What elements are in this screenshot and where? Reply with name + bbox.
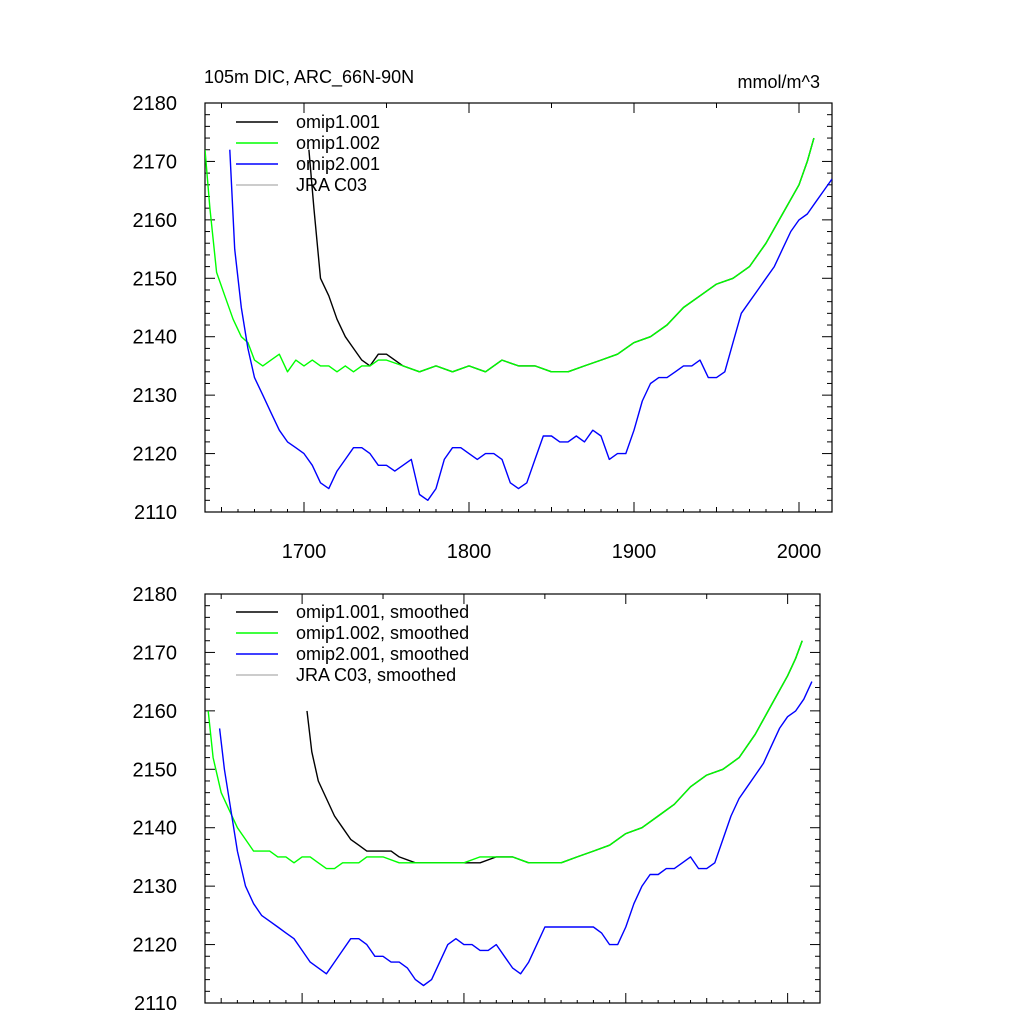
series-line-0 [308, 137, 815, 373]
x-tick-label: 1700 [282, 541, 327, 563]
y-tick-label: 2160 [133, 701, 178, 723]
units-label: mmol/m^3 [738, 72, 820, 92]
legend-label: omip1.002 [296, 133, 380, 153]
legend-label: omip2.001 [296, 154, 380, 174]
series-line-1 [205, 137, 815, 373]
y-tick-label: 2110 [134, 502, 177, 524]
y-tick-label: 2130 [133, 876, 178, 898]
legend-label: omip1.002, smoothed [296, 623, 469, 643]
legend-label: JRA C03, smoothed [296, 665, 456, 685]
y-tick-label: 2150 [133, 759, 178, 781]
y-tick-label: 2150 [133, 268, 178, 290]
x-tick-label: 1900 [612, 541, 657, 563]
series-group [207, 640, 813, 987]
y-tick-label: 2180 [133, 93, 178, 115]
y-tick-label: 2140 [133, 327, 178, 349]
legend-label: omip2.001, smoothed [296, 644, 469, 664]
y-tick-label: 2110 [134, 993, 177, 1015]
legend-label: omip1.001, smoothed [296, 602, 469, 622]
y-tick-label: 2120 [133, 935, 178, 957]
x-tick-label: 2000 [777, 541, 822, 563]
legend-label: JRA C03 [296, 175, 367, 195]
y-tick-label: 2140 [133, 818, 178, 840]
top-plot-area: 2110 2120 2130 2140 2150 2160 2170 2180 1700 1800… [133, 93, 833, 563]
y-tick-label: 2170 [133, 151, 178, 173]
series-group [205, 137, 832, 501]
y-tick-label: 2120 [133, 444, 178, 466]
series-line-2 [218, 681, 813, 987]
y-tick-label: 2130 [133, 385, 178, 407]
panel-title: 105m DIC, ARC_66N-90N [204, 67, 414, 88]
y-tick-label: 2180 [133, 584, 178, 606]
legend-label: omip1.001 [296, 112, 380, 132]
series-line-2 [229, 149, 832, 501]
bottom-plot-area: 2110 2120 2130 2140 2150 2160 2170 2180 [133, 584, 821, 1015]
series-line-1 [207, 640, 803, 870]
top-panel: 105m DIC, ARC_66N-90N mmol/m^3 211021202… [133, 67, 833, 563]
y-tick-label: 2170 [133, 642, 178, 664]
x-tick-label: 1800 [447, 541, 492, 563]
bottom-panel: 2110 2120 2130 2140 2150 2160 2170 2180 omip1.0… [133, 584, 821, 1015]
y-tick-label: 2160 [133, 210, 178, 232]
